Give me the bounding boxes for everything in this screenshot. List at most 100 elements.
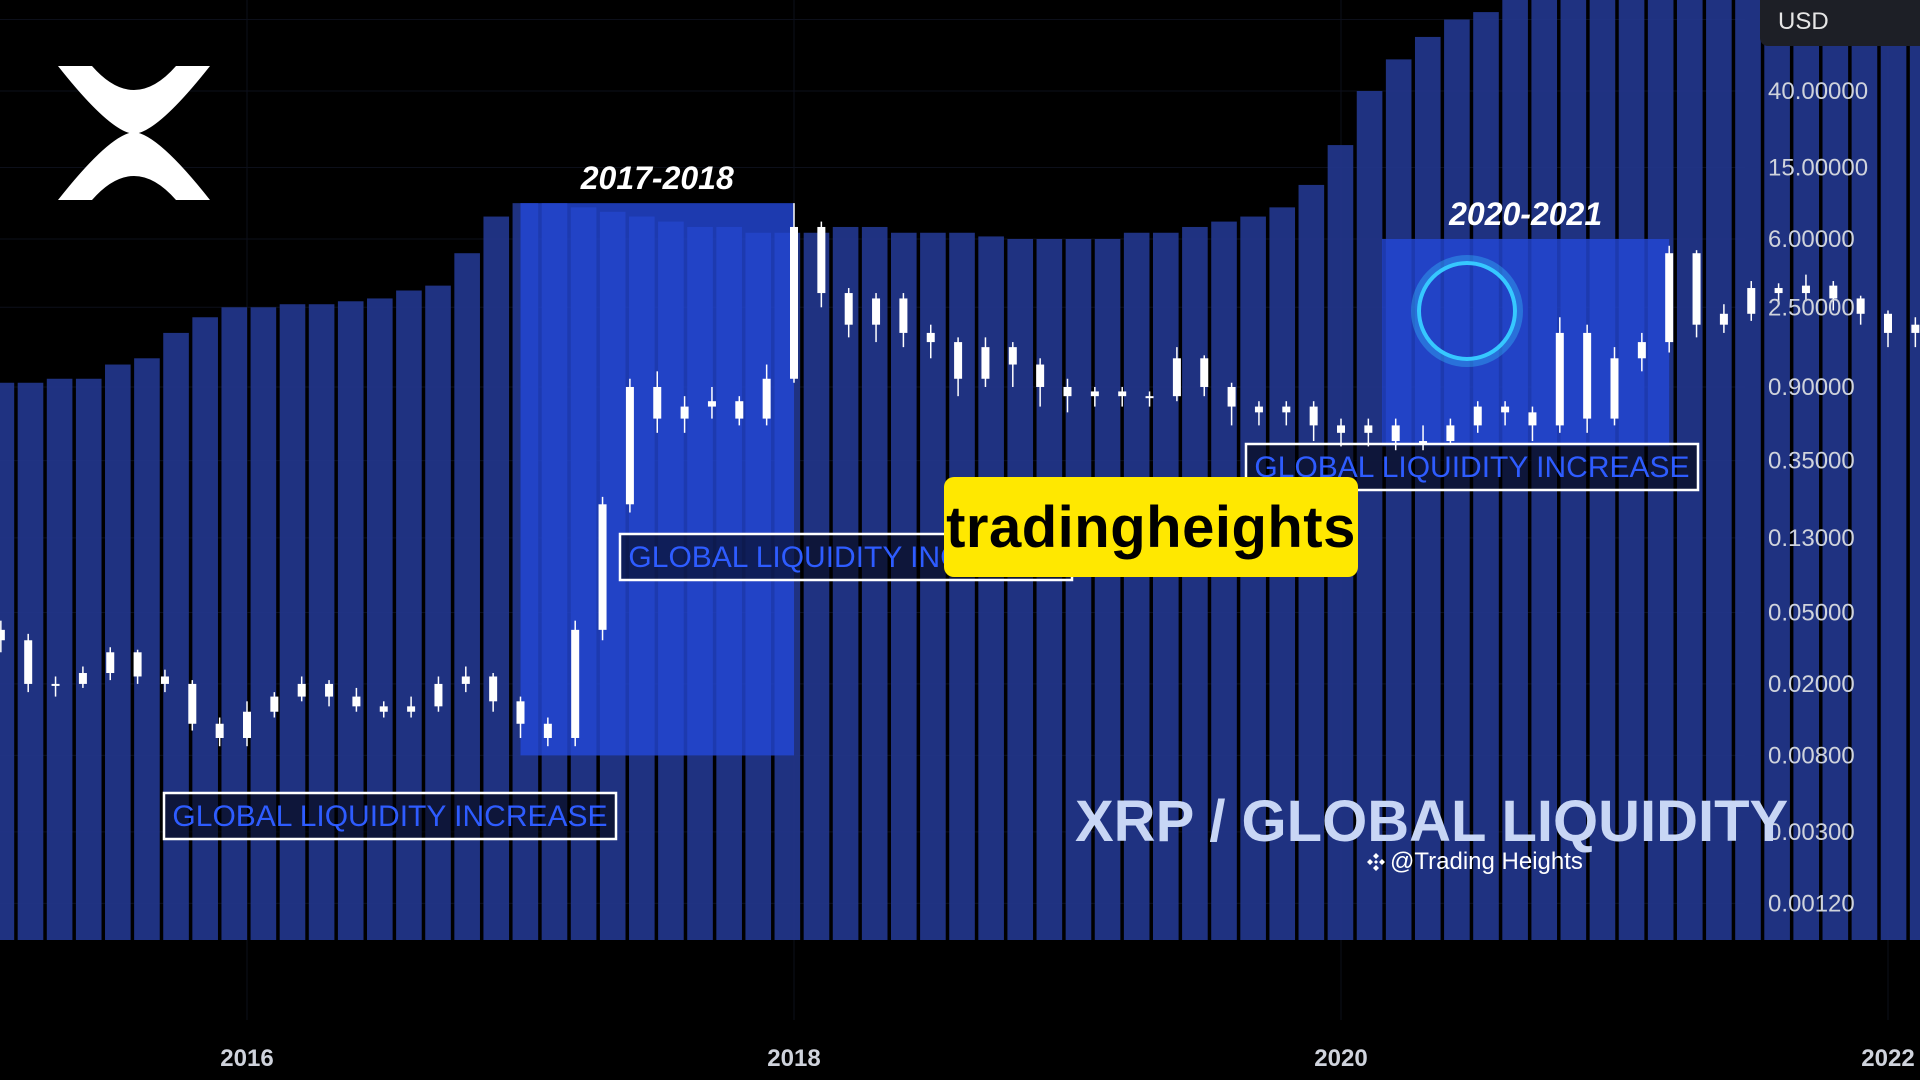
candle-body	[1337, 425, 1345, 433]
liquidity-bar	[861, 226, 888, 941]
liquidity-bar	[1123, 232, 1150, 940]
candle-body	[160, 676, 169, 684]
liquidity-bar	[192, 317, 218, 940]
candle-body	[1419, 441, 1428, 444]
candle-body	[1309, 406, 1318, 426]
chart-title: XRP / GLOBAL LIQUIDITY	[1075, 789, 1788, 854]
candle-body	[790, 226, 798, 379]
y-tick-label: 40.00000	[1768, 78, 1868, 105]
liquidity-bar	[1706, 0, 1732, 940]
candle-body	[243, 711, 251, 738]
candle-body	[1090, 391, 1099, 397]
candle-body	[1200, 358, 1209, 387]
candle-body	[1501, 406, 1510, 413]
liquidity-bar	[279, 304, 306, 940]
liquidity-bar	[163, 332, 189, 940]
liquidity-bar	[221, 307, 248, 941]
liquidity-bar	[46, 378, 73, 940]
candle-body	[24, 640, 33, 684]
candle-body	[489, 676, 498, 702]
candle-body	[0, 629, 5, 641]
candle-body	[78, 673, 87, 684]
liquidity-bar	[425, 285, 451, 941]
liquidity-bar	[949, 232, 975, 940]
liquidity-bar	[890, 232, 917, 940]
candle-body	[1610, 358, 1619, 419]
candle-body	[1528, 412, 1537, 426]
liquidity-bar	[1822, 0, 1849, 941]
period-label: 2017-2018	[580, 160, 734, 196]
candle-body	[872, 298, 881, 325]
liquidity-bar	[105, 364, 131, 940]
candle-body	[1801, 285, 1810, 294]
currency-label[interactable]: USD	[1778, 8, 1829, 35]
candle-body	[899, 298, 908, 333]
candle-body	[352, 696, 361, 707]
liquidity-bar	[1094, 238, 1121, 940]
credit: @Trading Heights	[1366, 848, 1583, 876]
liquidity-bar	[134, 358, 160, 940]
liquidity-bar	[1065, 238, 1092, 940]
candle-body	[1254, 406, 1263, 413]
candle-body	[926, 332, 935, 343]
y-tick-label: 0.00300	[1768, 819, 1855, 846]
binance-diamond-icon	[1367, 853, 1385, 871]
candle-body	[653, 386, 662, 419]
y-tick-label: 0.90000	[1768, 374, 1855, 401]
y-tick-label: 6.00000	[1768, 226, 1855, 253]
candle-body	[1747, 288, 1756, 314]
candle-body	[543, 723, 552, 738]
x-tick-label: 2022	[1861, 1045, 1914, 1072]
candle-body	[954, 342, 963, 379]
liquidity-bar	[1152, 232, 1179, 940]
candle-body	[106, 652, 115, 674]
liquidity-note-text: GLOBAL LIQUIDITY INCREASE	[172, 800, 607, 833]
candle-body	[407, 706, 416, 712]
candle-body	[133, 652, 142, 677]
candle-body	[270, 696, 279, 712]
candle-body	[1172, 358, 1181, 397]
liquidity-bar	[396, 290, 422, 940]
y-tick-label: 0.13000	[1768, 525, 1855, 552]
liquidity-bar	[1793, 0, 1820, 940]
highlight-circle	[1417, 261, 1517, 361]
liquidity-bar	[1356, 91, 1383, 941]
candle-body	[1473, 406, 1482, 426]
candle-body	[1391, 425, 1400, 442]
liquidity-bar	[1764, 0, 1790, 941]
candle-body	[1145, 396, 1154, 399]
y-tick-label: 15.00000	[1768, 155, 1868, 182]
y-tick-label: 0.02000	[1768, 671, 1855, 698]
candle-body	[981, 347, 990, 379]
candle-body	[1364, 425, 1373, 433]
liquidity-bar	[0, 382, 15, 940]
x-tick-label: 2020	[1314, 1045, 1367, 1072]
candle-body	[1774, 288, 1783, 294]
candle-body	[1227, 386, 1236, 407]
candle-body	[1719, 313, 1728, 325]
x-tick-label: 2016	[220, 1045, 273, 1072]
candle-body	[1637, 342, 1646, 359]
currency-selector[interactable]	[1760, 0, 1920, 46]
candle-body	[735, 401, 744, 419]
candle-body	[762, 378, 771, 419]
liquidity-bar	[1036, 238, 1063, 940]
liquidity-bar	[803, 232, 830, 940]
liquidity-bar	[1909, 27, 1920, 941]
candle-body	[379, 706, 388, 712]
liquidity-bar	[1182, 226, 1208, 941]
candle-body	[325, 683, 334, 697]
y-tick-label: 0.05000	[1768, 599, 1855, 626]
candle-body	[844, 293, 853, 325]
candle-body	[1036, 364, 1045, 387]
candle-body	[1692, 253, 1701, 325]
watermark-badge: tradingheights	[944, 477, 1358, 577]
candle-body	[571, 629, 580, 738]
y-tick-label: 0.00120	[1768, 890, 1855, 917]
y-tick-label: 0.00800	[1768, 742, 1855, 769]
liquidity-bar	[1735, 0, 1761, 941]
liquidity-bar	[250, 307, 277, 941]
candle-body	[51, 683, 60, 686]
candle-body	[1884, 313, 1892, 333]
candle-body	[1665, 253, 1674, 343]
